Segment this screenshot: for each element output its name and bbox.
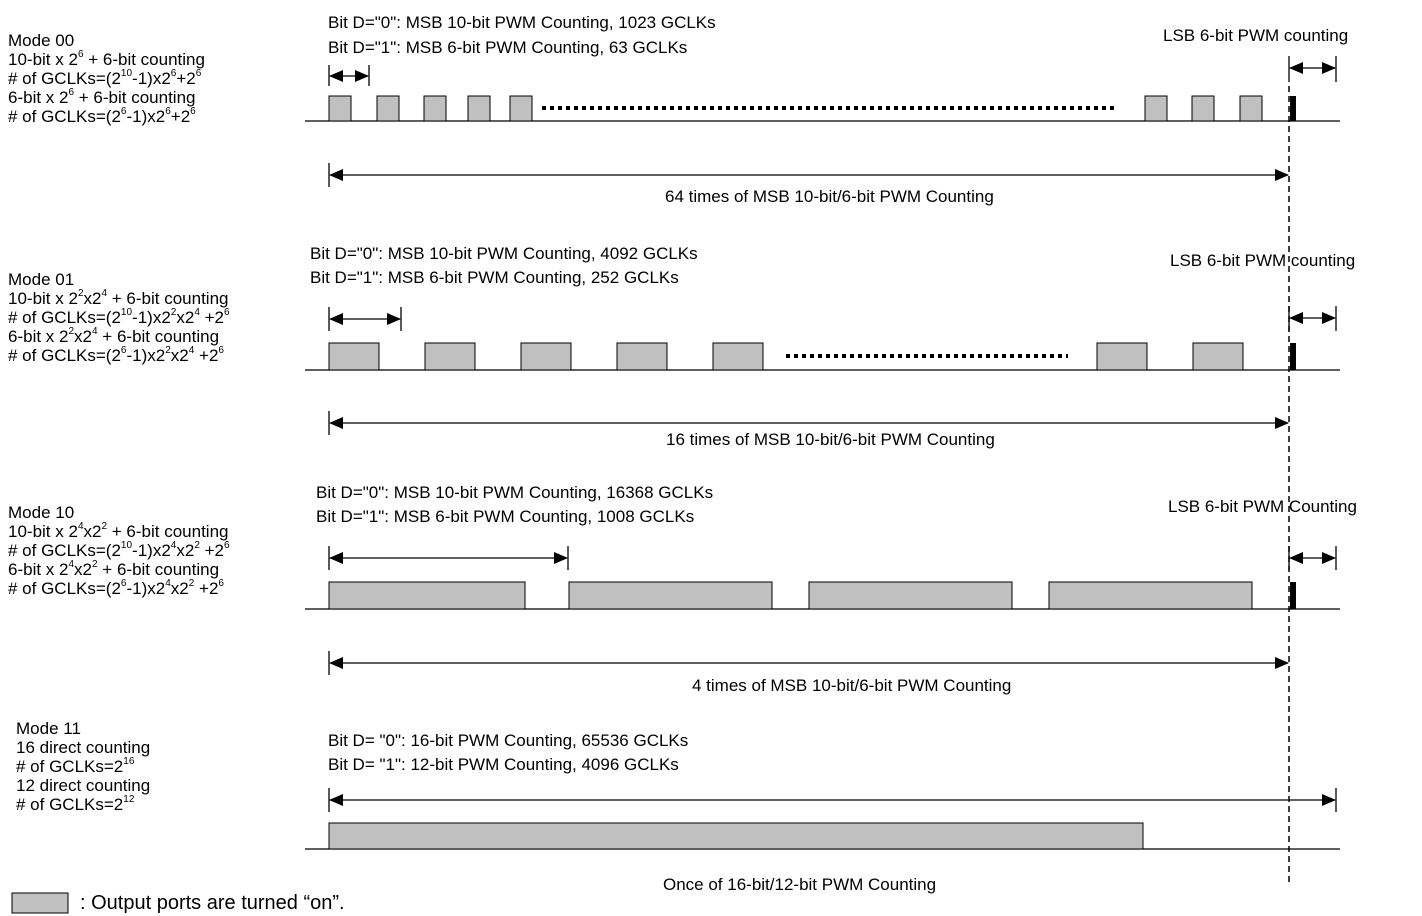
pwm-pulse — [1192, 342, 1244, 371]
mode-11-label: Mode 11 16 direct counting # of GCLKs=21… — [16, 719, 150, 814]
mode-01-timing — [305, 306, 1340, 435]
pwm-pulse — [808, 581, 1013, 610]
mode-title: Mode 01 — [8, 270, 75, 289]
pwm-pulse — [520, 342, 572, 371]
pwm-pulse — [1048, 581, 1253, 610]
mode-10-label: Mode 10 10-bit x 24x22 + 6-bit counting … — [8, 503, 230, 598]
pwm-pulse — [328, 95, 352, 122]
pwm-pulse — [424, 342, 476, 371]
mode-formula: 10-bit x 26 + 6-bit counting — [8, 49, 205, 69]
bit-d1-label: Bit D="1": MSB 6-bit PWM Counting, 1008 … — [316, 507, 695, 526]
span-label: 64 times of MSB 10-bit/6-bit PWM Countin… — [665, 187, 994, 206]
mode-formula: 10-bit x 22x24 + 6-bit counting — [8, 288, 229, 308]
mode-11-timing — [305, 788, 1340, 850]
pwm-pulse — [616, 342, 668, 371]
mode-01-label: Mode 01 10-bit x 22x24 + 6-bit counting … — [8, 270, 230, 365]
mode-title: Mode 00 — [8, 31, 75, 50]
lsb-label: LSB 6-bit PWM Counting — [1168, 497, 1357, 516]
pwm-pulse — [568, 581, 773, 610]
mode-formula: 6-bit x 26 + 6-bit counting — [8, 87, 196, 107]
mode-formula: # of GCLKs=(26-1)x24x22 +26 — [8, 578, 224, 598]
bit-d1-label: Bit D="1": MSB 6-bit PWM Counting, 63 GC… — [328, 38, 688, 57]
mode-00-timing — [305, 56, 1340, 187]
mode-10-timing — [305, 546, 1340, 675]
lsb-label: LSB 6-bit PWM counting — [1170, 251, 1356, 270]
span-label: 16 times of MSB 10-bit/6-bit PWM Countin… — [666, 430, 995, 449]
mode-formula: # of GCLKs=(26-1)x26+26 — [8, 106, 196, 126]
pwm-pulse — [328, 822, 1144, 850]
mode-formula: 16 direct counting — [16, 738, 151, 757]
pwm-pulse — [328, 581, 526, 610]
pwm-pulse — [1239, 95, 1263, 122]
mode-formula: # of GCLKs=(210-1)x22x24 +26 — [8, 307, 230, 327]
mode-formula: 10-bit x 24x22 + 6-bit counting — [8, 521, 229, 541]
mode-formula: 12 direct counting — [16, 776, 151, 795]
lsb-label: LSB 6-bit PWM counting — [1163, 26, 1349, 45]
pwm-pulse — [376, 95, 400, 122]
pwm-pulse — [1096, 342, 1148, 371]
mode-formula: 6-bit x 22x24 + 6-bit counting — [8, 326, 220, 346]
legend-swatch — [11, 892, 69, 914]
mode-formula: # of GCLKs=(210-1)x24x22 +26 — [8, 540, 230, 560]
mode-formula: # of GCLKs=(210-1)x26+26 — [8, 68, 202, 88]
pwm-pulse — [328, 342, 380, 371]
bit-d0-label: Bit D="0": MSB 10-bit PWM Counting, 1636… — [316, 483, 714, 502]
pwm-pulse — [712, 342, 764, 371]
mode-title: Mode 10 — [8, 503, 75, 522]
legend-text: : Output ports are turned “on”. — [80, 892, 345, 914]
pwm-pulse — [1191, 95, 1215, 122]
span-label: Once of 16-bit/12-bit PWM Counting — [663, 875, 937, 894]
mode-formula: # of GCLKs=212 — [16, 794, 135, 814]
span-label: 4 times of MSB 10-bit/6-bit PWM Counting — [692, 676, 1012, 695]
mode-00-label: Mode 00 10-bit x 26 + 6-bit counting # o… — [8, 31, 205, 126]
mode-title: Mode 11 — [16, 719, 81, 738]
bit-d0-label: Bit D="0": MSB 10-bit PWM Counting, 1023… — [328, 13, 716, 32]
lsb-pulse — [1290, 582, 1296, 609]
pwm-pulse — [509, 95, 533, 122]
pwm-pulse — [423, 95, 447, 122]
bit-d1-label: Bit D="1": MSB 6-bit PWM Counting, 252 G… — [310, 268, 679, 287]
lsb-pulse — [1290, 96, 1296, 121]
mode-formula: # of GCLKs=216 — [16, 756, 135, 776]
bit-d0-label: Bit D= "0": 16-bit PWM Counting, 65536 G… — [328, 731, 689, 750]
bit-d0-label: Bit D="0": MSB 10-bit PWM Counting, 4092… — [310, 244, 698, 263]
pwm-pulse — [467, 95, 491, 122]
bit-d1-label: Bit D= "1": 12-bit PWM Counting, 4096 GC… — [328, 755, 679, 774]
mode-formula: 6-bit x 24x22 + 6-bit counting — [8, 559, 220, 579]
mode-formula: # of GCLKs=(26-1)x22x24 +26 — [8, 345, 224, 365]
lsb-pulse — [1290, 343, 1296, 370]
pwm-pulse — [1144, 95, 1168, 122]
